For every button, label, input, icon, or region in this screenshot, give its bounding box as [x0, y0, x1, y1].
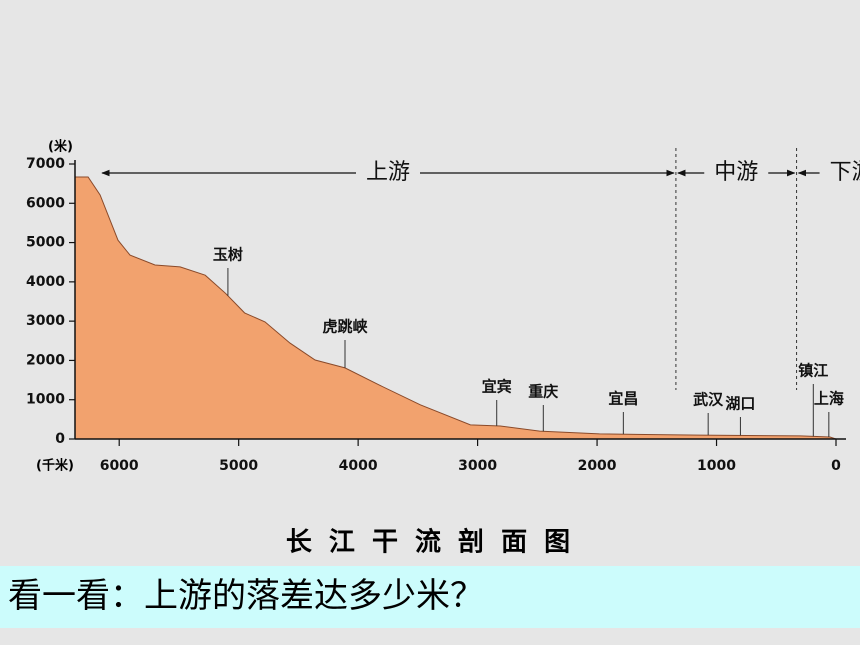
- area-fill: [75, 177, 836, 439]
- x-tick-label: 4000: [339, 458, 378, 474]
- y-axis-label: (米): [48, 139, 73, 155]
- y-tick-label: 3000: [26, 313, 65, 329]
- x-tick-label: 5000: [219, 458, 258, 474]
- place-label: 虎跳峡: [322, 318, 368, 336]
- place-label: 武汉: [693, 391, 724, 409]
- place-label: 重庆: [528, 383, 558, 401]
- place-label: 上海: [814, 390, 844, 408]
- x-tick-label: 2000: [578, 458, 617, 474]
- region-label: 中游: [714, 160, 758, 185]
- y-tick-label: 2000: [26, 352, 65, 368]
- x-tick-label: 0: [831, 458, 841, 474]
- y-tick-label: 0: [55, 431, 65, 447]
- x-tick-label: 6000: [100, 458, 139, 474]
- caption: 看一看：上游的落差达多少米？: [8, 576, 484, 616]
- caption-band: [0, 566, 860, 628]
- chart-title: 长 江 干 流 剖 面 图: [286, 527, 574, 558]
- y-tick-label: 1000: [26, 392, 65, 408]
- x-tick-label: 1000: [697, 458, 736, 474]
- y-tick-label: 6000: [26, 195, 65, 211]
- place-label: 宜昌: [608, 390, 638, 408]
- x-tick-label: 3000: [458, 458, 497, 474]
- x-axis-label: (千米): [36, 458, 74, 474]
- place-label: 玉树: [213, 246, 243, 264]
- y-tick-label: 5000: [26, 235, 65, 251]
- y-tick-label: 4000: [26, 274, 65, 290]
- region-label: 上游: [366, 160, 410, 185]
- place-label: 湖口: [725, 395, 755, 413]
- region-label: 下游: [830, 160, 860, 185]
- profile-line: [75, 176, 837, 440]
- y-tick-label: 7000: [26, 156, 65, 172]
- place-label: 镇江: [798, 362, 828, 380]
- place-label: 宜宾: [482, 378, 512, 396]
